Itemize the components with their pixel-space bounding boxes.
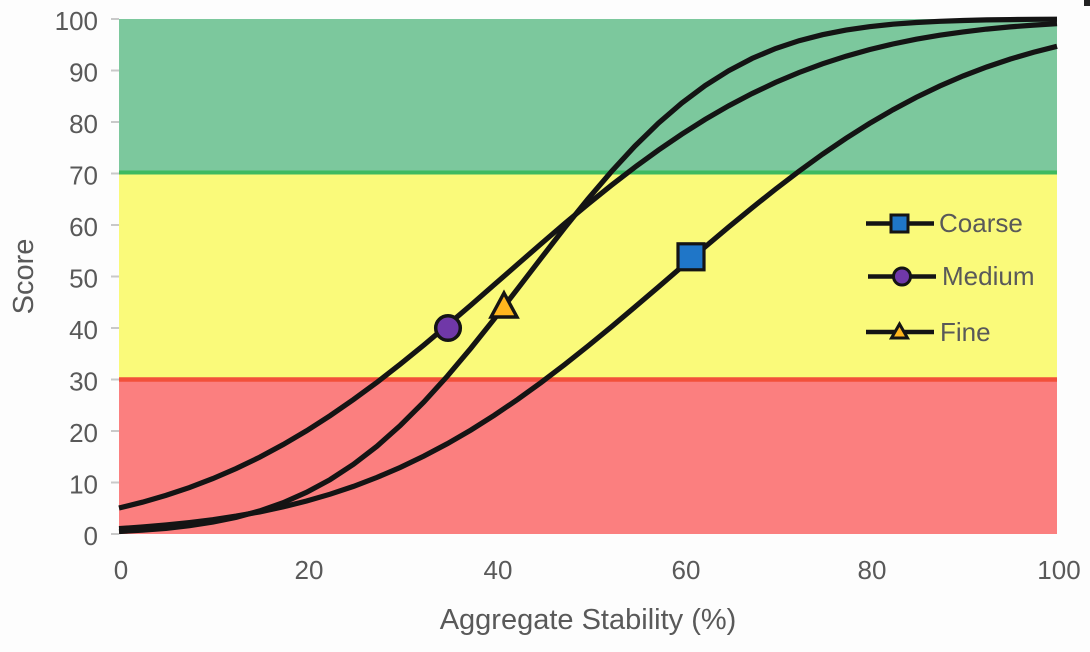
svg-text:Medium: Medium	[942, 261, 1034, 291]
svg-text:70: 70	[69, 161, 98, 191]
svg-text:100: 100	[1037, 555, 1080, 585]
svg-text:40: 40	[484, 555, 513, 585]
svg-text:Fine: Fine	[940, 317, 991, 347]
svg-text:60: 60	[672, 555, 701, 585]
svg-text:Score: Score	[8, 239, 40, 315]
svg-text:Coarse: Coarse	[939, 208, 1023, 238]
svg-text:80: 80	[858, 555, 887, 585]
svg-text:20: 20	[295, 555, 324, 585]
svg-text:20: 20	[69, 418, 98, 448]
svg-text:0: 0	[84, 521, 98, 551]
svg-text:100: 100	[55, 6, 98, 36]
svg-text:0: 0	[114, 555, 128, 585]
svg-text:Aggregate Stability (%): Aggregate Stability (%)	[440, 604, 737, 636]
svg-text:80: 80	[69, 109, 98, 139]
svg-text:40: 40	[69, 315, 98, 345]
svg-text:60: 60	[69, 212, 98, 242]
svg-text:30: 30	[69, 367, 98, 397]
svg-text:90: 90	[69, 58, 98, 88]
svg-text:50: 50	[69, 264, 98, 294]
svg-text:10: 10	[69, 470, 98, 500]
